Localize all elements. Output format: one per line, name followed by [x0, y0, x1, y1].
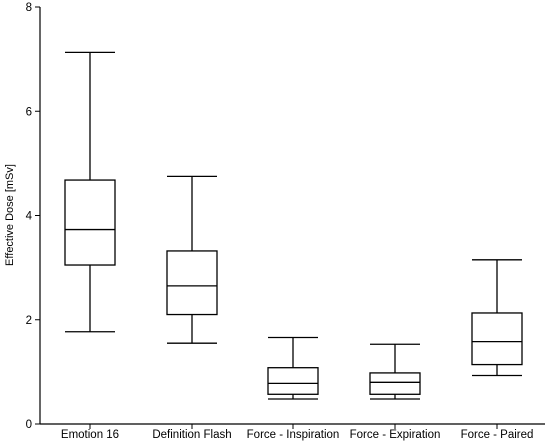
x-axis-labels: Emotion 16 Definition Flash Force - Inspir…: [61, 424, 534, 441]
iqr-box: [369, 372, 421, 395]
y-tick-label: 8: [26, 2, 32, 14]
x-category-label: Emotion 16: [61, 429, 119, 441]
y-tick-label: 6: [26, 106, 32, 118]
box-1: [64, 51, 116, 333]
x-category-label: Force - Paired: [461, 429, 534, 441]
x-category-label: Force - Inspiration: [247, 429, 340, 441]
iqr-box: [166, 250, 218, 316]
box-3: [267, 336, 319, 400]
y-axis-label: Effective Dose [mSv]: [4, 164, 16, 266]
iqr-box: [267, 367, 319, 395]
y-tick-label: 0: [26, 419, 32, 431]
y-axis-ticks: 0 2 4 6 8: [26, 2, 40, 431]
y-tick-label: 4: [26, 211, 33, 223]
boxes-group: [64, 51, 523, 400]
x-category-label: Definition Flash: [152, 429, 231, 441]
x-category-label: Force - Expiration: [350, 429, 441, 441]
box-2: [166, 175, 218, 344]
iqr-box: [64, 179, 116, 266]
iqr-box: [471, 312, 523, 366]
y-tick-label: 2: [26, 315, 32, 327]
box-5: [471, 259, 523, 377]
box-4: [369, 343, 421, 400]
